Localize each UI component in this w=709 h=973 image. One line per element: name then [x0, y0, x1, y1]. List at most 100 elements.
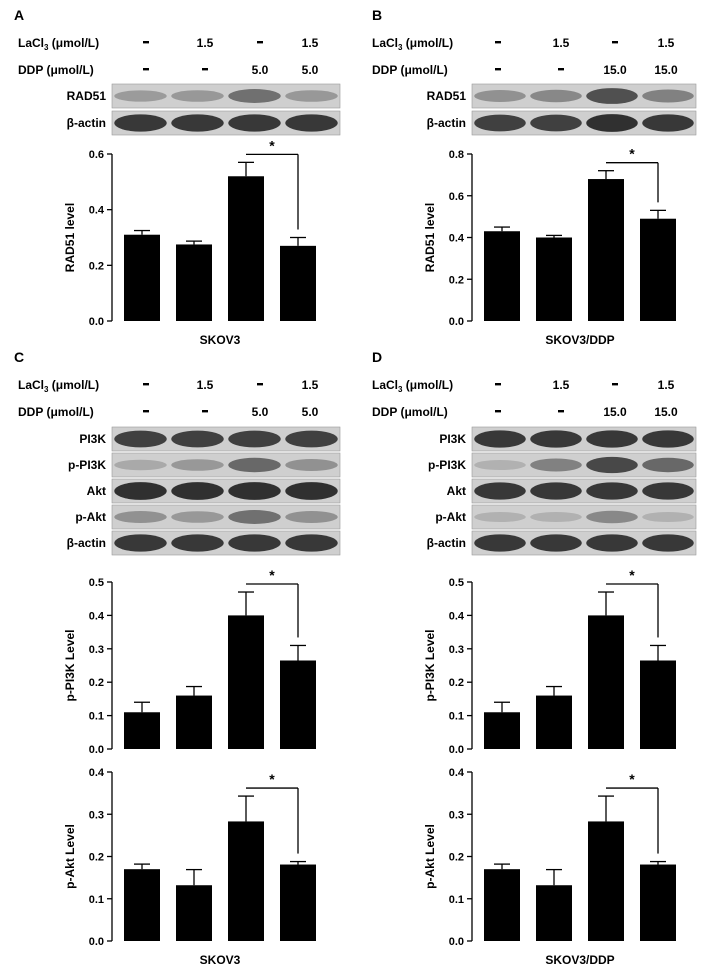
dash-mark — [612, 41, 618, 44]
blot-band — [228, 482, 281, 500]
bar — [124, 234, 160, 321]
blot-band — [586, 510, 638, 524]
blot-band — [530, 534, 582, 552]
significance-star: * — [269, 137, 275, 153]
bar — [280, 245, 316, 321]
significance-star: * — [629, 146, 635, 162]
blot-band — [285, 459, 338, 471]
bar-chart: 0.0 0.1 0.2 0.3 0.4 p-Akt Level * SKOV3/DDP — [423, 767, 676, 967]
dash-mark — [257, 383, 263, 386]
bar — [176, 885, 212, 941]
condition-label: DDP (μmol/L) — [18, 405, 94, 419]
y-axis-label: p-PI3K Level — [63, 629, 77, 701]
blot-band — [586, 482, 638, 500]
condition-value: 15.0 — [654, 405, 678, 419]
y-tick-label: 0.3 — [449, 809, 464, 821]
y-tick-label: 0.6 — [89, 149, 104, 161]
condition-label: DDP (μmol/L) — [18, 63, 94, 77]
x-axis-label: SKOV3 — [200, 333, 241, 347]
blot-band — [114, 511, 167, 523]
y-tick-label: 0.0 — [449, 936, 464, 948]
blot-band — [586, 88, 638, 104]
blot-band — [171, 114, 224, 132]
dash-mark — [143, 41, 149, 44]
y-tick-label: 0.6 — [449, 191, 464, 203]
blot-band — [474, 114, 526, 132]
blot-label: PI3K — [439, 432, 466, 446]
blot-band — [228, 89, 281, 103]
blot-band — [114, 430, 167, 448]
blot-band — [642, 482, 694, 500]
blot-band — [171, 482, 224, 500]
blot-band — [474, 430, 526, 448]
condition-value: 15.0 — [603, 63, 627, 77]
bar — [536, 237, 572, 321]
dash-mark — [143, 410, 149, 413]
condition-value: 15.0 — [603, 405, 627, 419]
blot-band — [530, 482, 582, 500]
dash-mark — [143, 383, 149, 386]
bar — [484, 712, 520, 749]
condition-value: 5.0 — [252, 63, 269, 77]
panel-d: D LaCl3 (μmol/L) 1.5 1.5 DDP (μmol/L) 15.0 15.… — [372, 349, 697, 967]
bar — [640, 864, 676, 941]
blot-band — [114, 90, 167, 102]
y-axis-label: p-Akt Level — [423, 824, 437, 889]
y-axis-label: RAD51 level — [63, 203, 77, 272]
bar — [536, 885, 572, 941]
dash-mark — [558, 410, 564, 413]
bar — [228, 176, 264, 321]
blot-band — [285, 482, 338, 500]
dash-mark — [495, 41, 501, 44]
dash-mark — [495, 410, 501, 413]
y-tick-label: 0.1 — [449, 711, 464, 723]
bar — [176, 695, 212, 749]
dash-mark — [143, 68, 149, 71]
y-tick-label: 0.2 — [449, 852, 464, 864]
x-axis-label: SKOV3/DDP — [545, 953, 614, 967]
significance-star: * — [269, 771, 275, 787]
bar-chart: 0.0 0.1 0.2 0.3 0.4 0.5 p-PI3K Level * — [423, 567, 676, 756]
bar — [484, 869, 520, 941]
bar-chart: 0.0 0.2 0.4 0.6 0.8 RAD51 level * SKOV3/DDP — [423, 146, 676, 347]
panel-letter: B — [372, 7, 382, 23]
y-tick-label: 0.0 — [449, 316, 464, 328]
y-tick-label: 0.2 — [89, 260, 104, 272]
dash-mark — [202, 410, 208, 413]
dash-mark — [257, 41, 263, 44]
bar — [588, 821, 624, 941]
panel-a: A LaCl3 (μmol/L) 1.5 1.5 DDP (μmol/L) 5.0 5.0 R… — [14, 7, 341, 347]
blot-label: β-actin — [427, 116, 466, 130]
y-tick-label: 0.2 — [449, 274, 464, 286]
blot-band — [285, 511, 338, 523]
blot-band — [171, 90, 224, 102]
condition-value: 1.5 — [553, 378, 570, 392]
dash-mark — [612, 383, 618, 386]
blot-band — [171, 430, 224, 448]
blot-band — [114, 482, 167, 500]
blot-label: p-PI3K — [428, 458, 466, 472]
blot-band — [171, 511, 224, 523]
blot-band — [530, 511, 582, 523]
condition-value: 1.5 — [197, 36, 214, 50]
bar — [280, 864, 316, 941]
y-tick-label: 0.4 — [449, 233, 465, 245]
blot-band — [285, 114, 338, 132]
blot-band — [228, 430, 281, 448]
y-tick-label: 0.2 — [449, 677, 464, 689]
blot-band — [171, 534, 224, 552]
panel-b: B LaCl3 (μmol/L) 1.5 1.5 DDP (μmol/L) 15.0 15.… — [372, 7, 697, 347]
significance-star: * — [629, 771, 635, 787]
blot-label: PI3K — [79, 432, 106, 446]
condition-value: 5.0 — [252, 405, 269, 419]
bar — [588, 179, 624, 321]
y-tick-label: 0.0 — [89, 936, 104, 948]
blot-label: RAD51 — [427, 89, 467, 103]
bar — [124, 712, 160, 749]
dash-mark — [558, 68, 564, 71]
blot-label: p-Akt — [75, 510, 106, 524]
blot-band — [474, 511, 526, 523]
blot-band — [586, 430, 638, 448]
blot-band — [474, 482, 526, 500]
